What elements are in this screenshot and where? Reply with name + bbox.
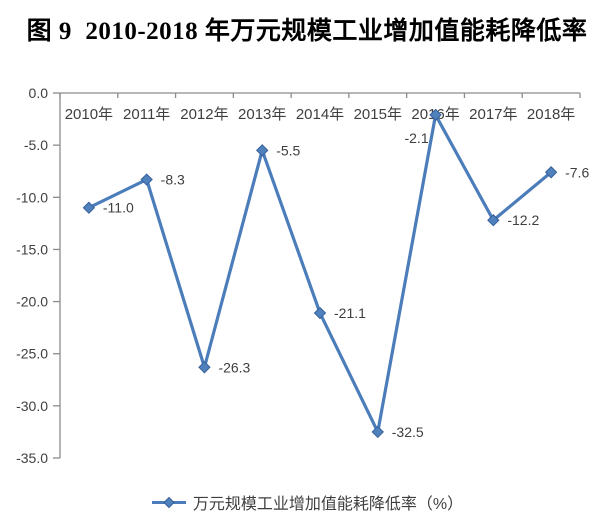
x-axis-category-label: 2018年 (527, 106, 575, 123)
x-axis-category-label: 2012年 (180, 106, 228, 123)
y-axis-tick-label: -30.0 (16, 398, 48, 414)
y-axis-tick-label: -35.0 (16, 450, 48, 466)
data-point-marker (140, 173, 153, 186)
x-axis-category-label: 2015年 (354, 106, 402, 123)
data-point-marker (371, 425, 384, 439)
data-point-marker (544, 166, 558, 179)
data-point-marker (198, 361, 211, 374)
data-point-marker (82, 201, 96, 214)
y-axis-tick-label: -10.0 (16, 189, 48, 205)
x-axis-category-label: 2010年 (65, 106, 113, 123)
series-line (87, 113, 553, 434)
y-axis-tick-label: 0.0 (29, 85, 49, 101)
data-point-label: -5.5 (276, 142, 300, 158)
data-point-label: -2.1 (404, 130, 428, 146)
data-point-marker (256, 144, 269, 157)
data-point-marker (429, 108, 442, 122)
legend-series-label: 万元规模工业增加值能耗降低率（%） (192, 496, 464, 513)
y-axis-tick-label: -20.0 (16, 294, 48, 310)
data-point-label: -12.2 (507, 212, 539, 228)
data-point-label: -21.1 (334, 305, 366, 321)
data-point-marker (487, 214, 500, 227)
x-axis-category-label: 2011年 (123, 106, 170, 123)
y-axis-tick-label: -15.0 (16, 241, 48, 257)
data-point-label: -8.3 (161, 172, 185, 188)
x-axis-category-label: 2017年 (469, 106, 517, 123)
chart-legend: 万元规模工业增加值能耗降低率（%） (0, 490, 614, 514)
data-point-marker (313, 306, 327, 320)
data-point-label: -26.3 (218, 359, 250, 375)
data-point-label: -11.0 (103, 200, 134, 216)
x-axis-category-label: 2014年 (296, 106, 344, 123)
data-point-label: -7.6 (565, 164, 589, 180)
y-axis-tick-label: -5.0 (24, 137, 48, 153)
chart-title: 图 9 2010-2018 年万元规模工业增加值能耗降低率 (26, 18, 588, 45)
y-axis-tick-label: -25.0 (16, 346, 48, 362)
x-axis-category-label: 2013年 (238, 106, 286, 123)
data-point-label: -32.5 (392, 424, 424, 440)
legend-line-marker-icon (151, 496, 186, 508)
